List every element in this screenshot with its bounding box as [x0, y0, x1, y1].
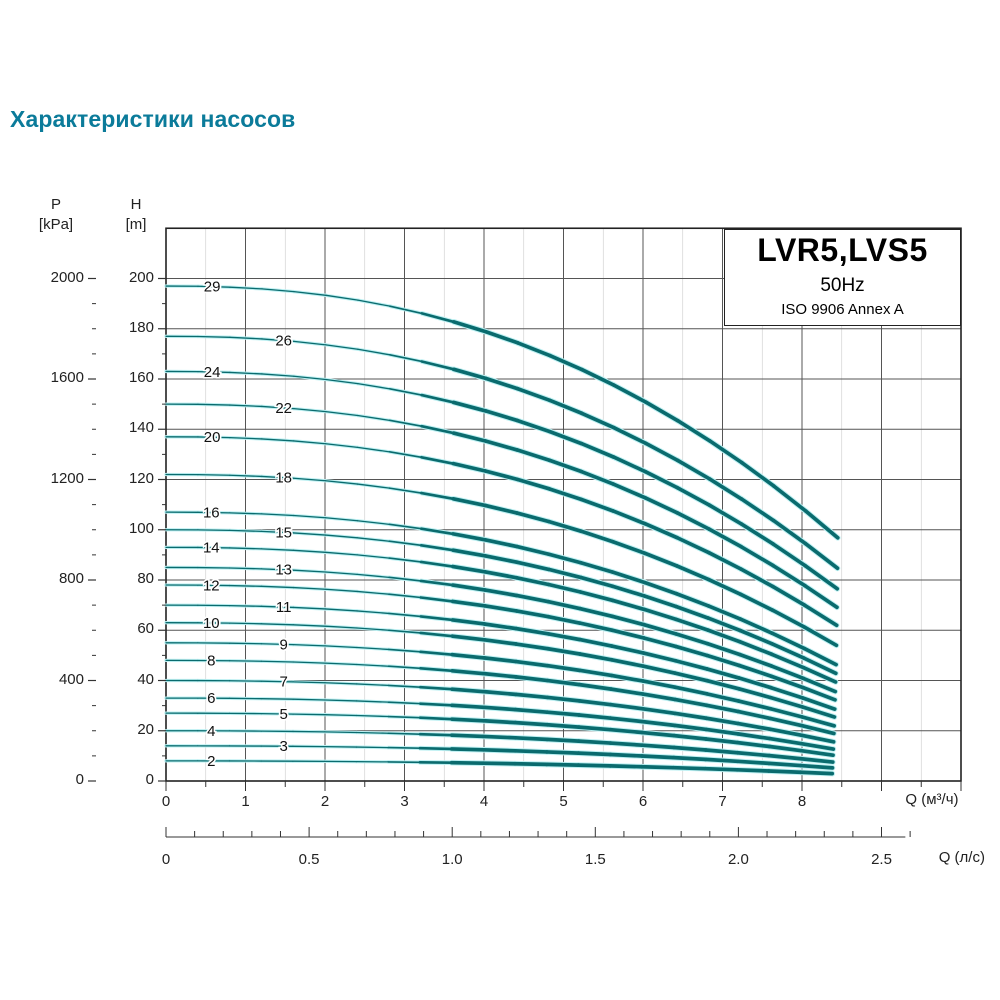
- svg-text:7: 7: [280, 674, 288, 691]
- svg-text:26: 26: [275, 333, 292, 350]
- svg-text:24: 24: [204, 364, 221, 381]
- svg-text:9: 9: [280, 636, 288, 653]
- svg-text:16: 16: [203, 505, 220, 522]
- svg-text:5: 5: [280, 706, 288, 723]
- svg-text:6: 6: [207, 690, 215, 707]
- svg-text:29: 29: [204, 279, 221, 296]
- svg-text:3: 3: [280, 738, 288, 755]
- svg-text:14: 14: [203, 540, 220, 557]
- svg-text:20: 20: [204, 429, 221, 446]
- svg-text:18: 18: [275, 470, 292, 487]
- svg-text:4: 4: [207, 723, 215, 740]
- svg-text:10: 10: [203, 615, 220, 632]
- svg-text:2: 2: [207, 753, 215, 770]
- svg-text:8: 8: [207, 653, 215, 670]
- svg-text:11: 11: [276, 599, 292, 616]
- svg-text:22: 22: [275, 400, 292, 417]
- svg-text:12: 12: [203, 577, 220, 594]
- svg-text:15: 15: [275, 524, 292, 541]
- svg-text:13: 13: [275, 562, 292, 579]
